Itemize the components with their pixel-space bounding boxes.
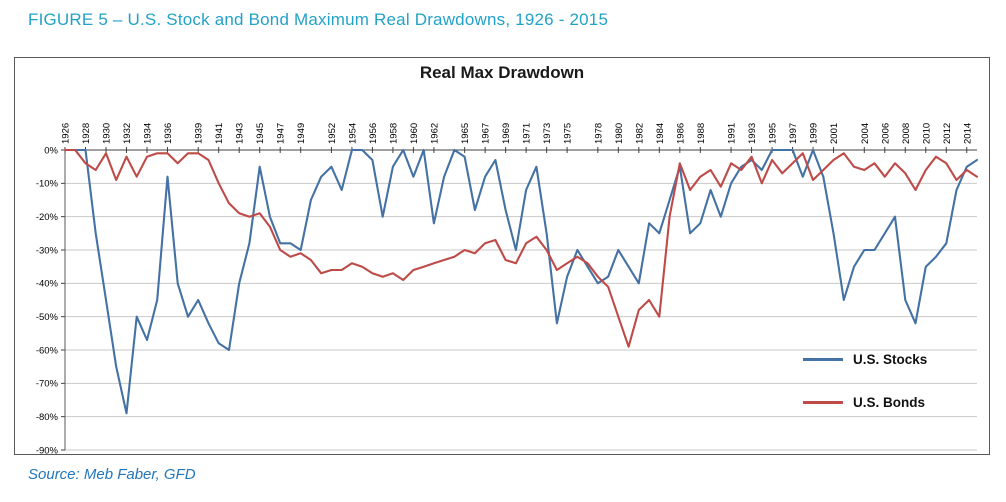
svg-text:1934: 1934 <box>142 123 153 144</box>
chart-container: Real Max Drawdown 0% -10% -20% -30% -40% -50%… <box>14 57 990 455</box>
svg-text:1941: 1941 <box>214 123 225 144</box>
series-line-1 <box>63 148 979 348</box>
legend-label-stocks: U.S. Stocks <box>853 352 928 367</box>
svg-text:1982: 1982 <box>634 123 645 144</box>
svg-text:1962: 1962 <box>429 123 440 144</box>
svg-text:1995: 1995 <box>768 123 779 144</box>
svg-text:1939: 1939 <box>194 123 205 144</box>
svg-text:1986: 1986 <box>675 123 686 144</box>
svg-text:1943: 1943 <box>235 123 246 144</box>
svg-text:-90%: -90% <box>36 445 59 454</box>
svg-text:2014: 2014 <box>962 123 973 144</box>
svg-text:1980: 1980 <box>614 123 625 144</box>
svg-text:1967: 1967 <box>481 123 492 144</box>
svg-text:-20%: -20% <box>36 212 59 223</box>
x-axis-labels: 1926 1928 1930 1932 1934 1936 1939 1941 1943 1945… <box>61 123 973 153</box>
svg-text:-50%: -50% <box>36 312 59 323</box>
svg-text:-10%: -10% <box>36 179 59 190</box>
bonds-line-swatch <box>803 401 843 404</box>
svg-text:1936: 1936 <box>163 123 174 144</box>
legend-item-bonds: U.S. Bonds <box>803 395 927 410</box>
source-text: Source: Meb Faber, GFD <box>28 466 196 483</box>
svg-text:1991: 1991 <box>727 123 738 144</box>
legend-label-bonds: U.S. Bonds <box>853 395 926 410</box>
svg-text:-70%: -70% <box>36 379 59 390</box>
svg-text:2008: 2008 <box>901 123 912 144</box>
svg-text:2001: 2001 <box>829 123 840 144</box>
svg-text:1984: 1984 <box>655 123 666 144</box>
svg-text:1997: 1997 <box>788 123 799 144</box>
stocks-line-swatch <box>803 358 843 361</box>
svg-text:1965: 1965 <box>460 123 471 144</box>
svg-text:0%: 0% <box>44 145 58 156</box>
y-axis-labels: 0% -10% -20% -30% -40% -50% -60% -70% -80% -90% <box>36 145 59 454</box>
svg-text:1930: 1930 <box>101 123 112 144</box>
svg-text:-30%: -30% <box>36 245 59 256</box>
svg-text:2006: 2006 <box>880 123 891 144</box>
svg-text:1975: 1975 <box>563 123 574 144</box>
svg-text:-60%: -60% <box>36 345 59 356</box>
svg-text:1956: 1956 <box>368 123 379 144</box>
series-line-0 <box>63 148 979 415</box>
svg-text:1973: 1973 <box>542 123 553 144</box>
svg-text:1978: 1978 <box>593 123 604 144</box>
svg-text:1971: 1971 <box>522 123 533 144</box>
svg-text:1999: 1999 <box>809 123 820 144</box>
svg-text:1958: 1958 <box>388 123 399 144</box>
svg-text:-80%: -80% <box>36 412 59 423</box>
chart-legend: U.S. Stocks U.S. Bonds <box>803 352 927 410</box>
chart-title: Real Max Drawdown <box>419 63 585 82</box>
svg-text:1960: 1960 <box>409 123 420 144</box>
svg-text:1932: 1932 <box>122 123 133 144</box>
svg-text:1947: 1947 <box>276 123 287 144</box>
svg-text:1954: 1954 <box>347 123 358 144</box>
svg-text:1926: 1926 <box>61 123 72 144</box>
svg-text:1988: 1988 <box>696 123 707 144</box>
svg-text:1969: 1969 <box>501 123 512 144</box>
svg-text:1928: 1928 <box>81 123 92 144</box>
legend-item-stocks: U.S. Stocks <box>803 352 927 367</box>
svg-text:1945: 1945 <box>255 123 266 144</box>
svg-text:2010: 2010 <box>921 123 932 144</box>
drawdown-chart: 0% -10% -20% -30% -40% -50% -60% -70% -80% -90% 19… <box>36 123 979 454</box>
svg-text:-40%: -40% <box>36 279 59 290</box>
figure-caption: FIGURE 5 – U.S. Stock and Bond Maximum R… <box>28 10 609 29</box>
svg-text:1952: 1952 <box>327 123 338 144</box>
svg-text:1993: 1993 <box>747 123 758 144</box>
svg-text:2004: 2004 <box>860 123 871 144</box>
svg-text:1949: 1949 <box>296 123 307 144</box>
svg-text:2012: 2012 <box>942 123 953 144</box>
